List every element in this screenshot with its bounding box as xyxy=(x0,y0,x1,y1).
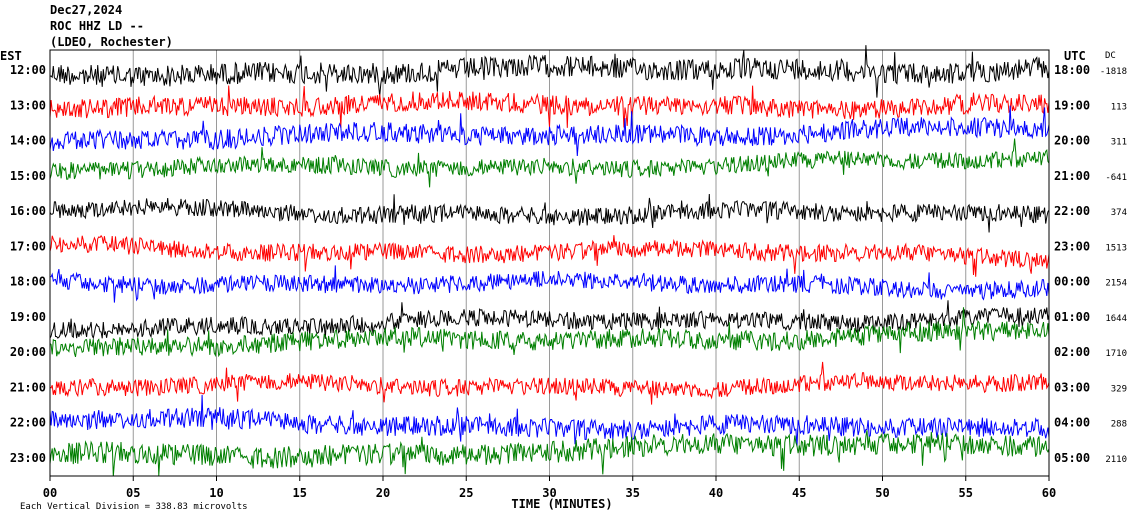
utc-hour-label: 23:00 xyxy=(1054,239,1090,253)
trace-2100 xyxy=(49,361,1050,405)
trace-1700 xyxy=(49,234,1050,277)
utc-hour-label: 20:00 xyxy=(1054,134,1090,148)
station-label: ROC HHZ LD -- xyxy=(50,19,144,33)
dc-offset-label: 311 xyxy=(1111,138,1127,148)
utc-hour-label: 22:00 xyxy=(1054,204,1090,218)
x-tick-label: 60 xyxy=(1042,486,1056,500)
dc-offset-label: -641 xyxy=(1105,173,1127,183)
est-hour-label: 19:00 xyxy=(10,310,46,324)
est-hour-label: 13:00 xyxy=(10,98,46,112)
est-hour-label: 14:00 xyxy=(10,134,46,148)
trace-1200 xyxy=(49,45,1050,98)
network-label: (LDEO, Rochester) xyxy=(50,35,173,49)
utc-hour-label: 02:00 xyxy=(1054,345,1090,359)
trace-1400 xyxy=(49,105,1050,157)
trace-1500 xyxy=(49,138,1050,188)
dc-offset-label: 1710 xyxy=(1105,349,1127,359)
axis-labels: 00 05 10 15 20 25 30 35 40 45 50 55 60 12:00 18:00 -181… xyxy=(0,49,1127,512)
utc-axis-label: UTC xyxy=(1064,49,1086,63)
utc-hour-label: 03:00 xyxy=(1054,380,1090,394)
est-hour-label: 18:00 xyxy=(10,275,46,289)
trace-1600 xyxy=(49,193,1050,233)
x-tick-label: 05 xyxy=(126,486,140,500)
dc-offset-label: 2110 xyxy=(1105,455,1127,465)
x-tick-label: 55 xyxy=(959,486,973,500)
trace-2300 xyxy=(49,430,1050,477)
trace-2200 xyxy=(49,394,1050,447)
x-tick-label: 25 xyxy=(459,486,473,500)
est-hour-label: 16:00 xyxy=(10,204,46,218)
dc-offset-label: 1513 xyxy=(1105,243,1127,253)
utc-hour-label: 18:00 xyxy=(1054,63,1090,77)
est-hour-label: 17:00 xyxy=(10,239,46,253)
x-tick-label: 00 xyxy=(43,486,57,500)
x-tick-label: 15 xyxy=(293,486,307,500)
x-tick-label: 30 xyxy=(542,486,556,500)
est-hour-label: 22:00 xyxy=(10,416,46,430)
date-label: Dec27,2024 xyxy=(50,3,123,17)
scale-footnote: Each Vertical Division = 338.83 microvol… xyxy=(20,502,248,512)
dc-offset-label: 329 xyxy=(1111,384,1127,394)
utc-hour-label: 04:00 xyxy=(1054,416,1090,430)
trace-2000 xyxy=(49,307,1050,358)
est-hour-label: 12:00 xyxy=(10,63,46,77)
dc-offset-label: 113 xyxy=(1111,102,1127,112)
x-tick-label: 45 xyxy=(792,486,806,500)
plot-frame xyxy=(49,49,1050,477)
x-tick-label: 40 xyxy=(709,486,723,500)
est-hour-label: 21:00 xyxy=(10,380,46,394)
seismic-traces xyxy=(49,45,1050,477)
utc-hour-label: 21:00 xyxy=(1054,169,1090,183)
utc-hour-label: 19:00 xyxy=(1054,98,1090,112)
est-hour-label: 15:00 xyxy=(10,169,46,183)
trace-1800 xyxy=(50,265,1050,303)
dc-axis-label: DC xyxy=(1105,51,1116,61)
dc-offset-label: 2154 xyxy=(1105,279,1127,289)
x-tick-label: 20 xyxy=(376,486,390,500)
est-axis-label: EST xyxy=(0,49,22,63)
dc-offset-label: 374 xyxy=(1111,208,1127,218)
utc-hour-label: 01:00 xyxy=(1054,310,1090,324)
x-tick-label: 10 xyxy=(209,486,223,500)
utc-hour-label: 05:00 xyxy=(1054,451,1090,465)
dc-offset-label: 1644 xyxy=(1105,314,1127,324)
utc-hour-label: 00:00 xyxy=(1054,275,1090,289)
dc-offset-label: -1818 xyxy=(1100,67,1127,77)
x-axis-title: TIME (MINUTES) xyxy=(511,497,612,511)
x-tick-label: 35 xyxy=(626,486,640,500)
trace-1900 xyxy=(49,300,1050,340)
est-hour-label: 20:00 xyxy=(10,345,46,359)
x-tick-label: 50 xyxy=(875,486,889,500)
dc-offset-label: 288 xyxy=(1111,420,1127,430)
est-hour-label: 23:00 xyxy=(10,451,46,465)
